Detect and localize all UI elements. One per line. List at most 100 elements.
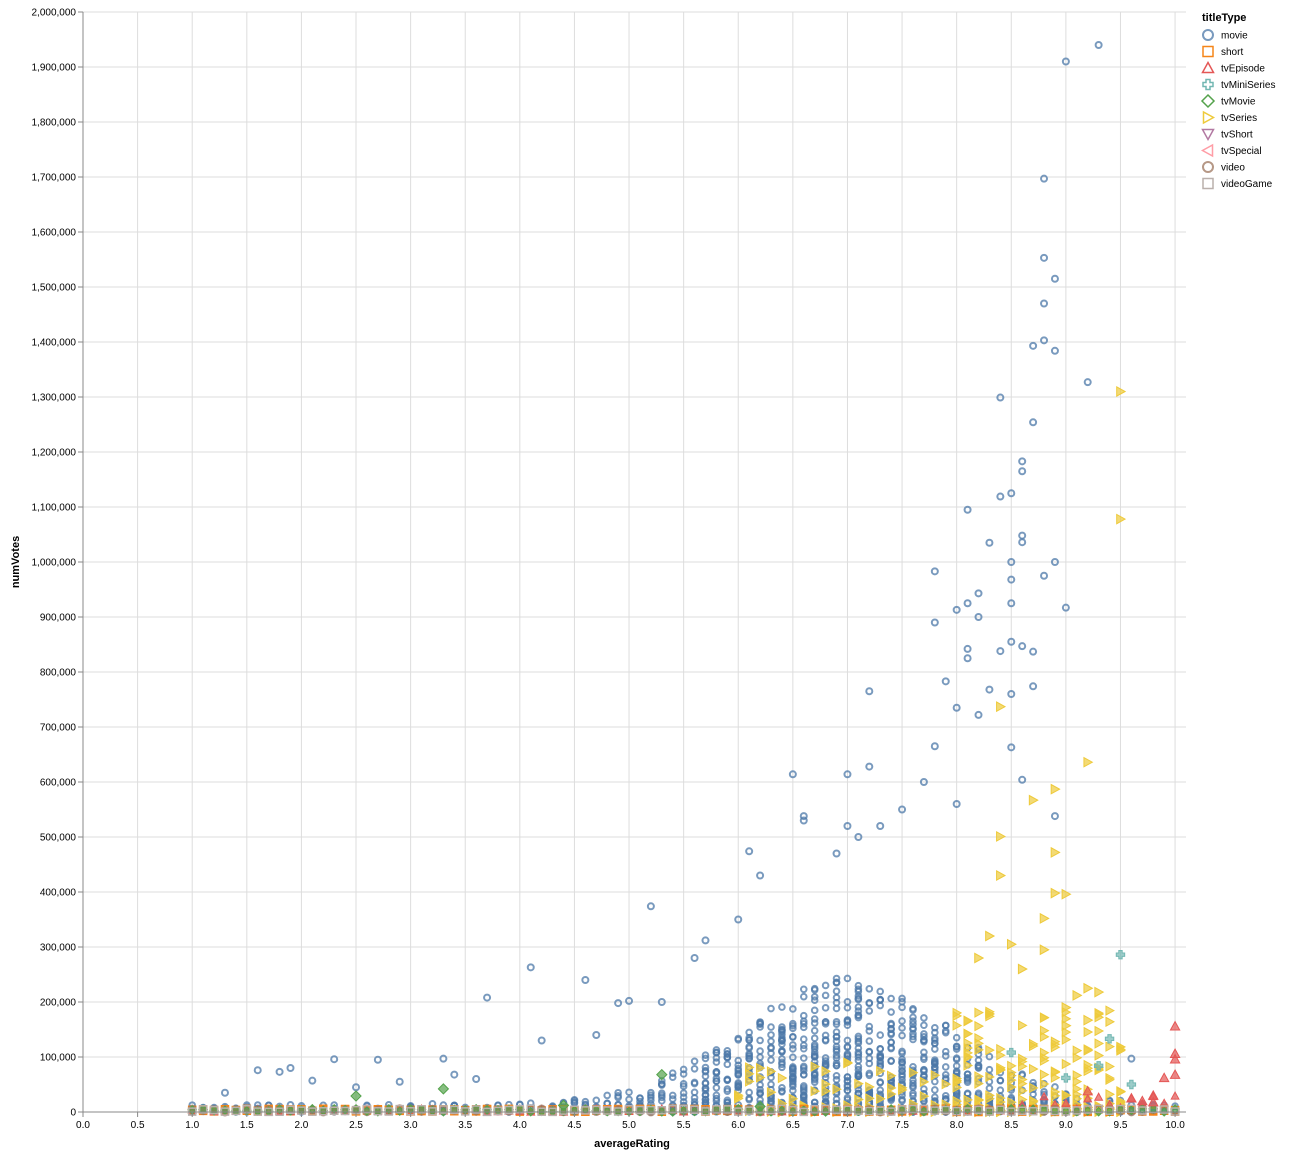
tvminiseries-point: [1104, 1034, 1115, 1044]
movie-point: [963, 1070, 972, 1079]
videogame-point: [908, 1104, 918, 1114]
movie-point: [1061, 57, 1070, 66]
videogame-point: [788, 1105, 798, 1115]
movie-point: [821, 1061, 830, 1069]
movie-point: [941, 1021, 950, 1030]
movie-point: [876, 996, 885, 1004]
tvepisode-point: [1136, 1095, 1148, 1106]
tvseries-point: [755, 1062, 766, 1074]
legend-item-tvspecial[interactable]: tvSpecial: [1200, 143, 1262, 158]
tvseries-point: [1105, 1016, 1115, 1028]
movie-point: [952, 1054, 961, 1062]
videogame-point: [766, 1105, 776, 1115]
movie-point: [1050, 812, 1059, 821]
movie-point: [646, 902, 655, 911]
tvseries-point: [919, 1076, 930, 1088]
movie-point: [920, 1067, 928, 1076]
movie-point: [865, 1022, 874, 1031]
movie-point: [701, 1095, 710, 1104]
movie-point: [712, 1097, 721, 1105]
videogame-point: [450, 1105, 459, 1115]
videogame-point: [712, 1105, 721, 1114]
movie-point: [930, 742, 939, 751]
legend-item-tvminiseries[interactable]: tvMiniSeries: [1202, 78, 1275, 92]
movie-point: [799, 1082, 808, 1090]
tvseries-point: [1105, 1061, 1115, 1072]
videogame-point: [286, 1105, 295, 1115]
tvseries-point: [963, 1037, 974, 1049]
movie-point: [832, 1028, 841, 1036]
x-tick-label: 7.5: [895, 1120, 909, 1131]
y-tick-label: 700,000: [40, 723, 77, 734]
legend-item-tvshort[interactable]: tvShort: [1201, 128, 1253, 142]
movie-point: [876, 1053, 885, 1062]
movie-point: [865, 1027, 874, 1035]
movie-point: [854, 1003, 863, 1011]
movie-point: [865, 985, 874, 993]
legend-label: tvShort: [1221, 130, 1253, 141]
movie-point: [909, 1024, 917, 1032]
legend-symbol-videogame: [1202, 177, 1214, 190]
tvseries-point: [1116, 1086, 1126, 1098]
legend-item-tvseries[interactable]: tvSeries: [1202, 110, 1258, 125]
tvepisode-point: [1158, 1072, 1170, 1083]
movie-point: [701, 936, 710, 945]
movie-point: [898, 1070, 906, 1079]
movie-point: [778, 1087, 786, 1095]
videogame-point: [308, 1107, 317, 1116]
tvepisode-point: [1082, 1085, 1094, 1096]
movie-point: [636, 1094, 644, 1103]
tvseries-point: [974, 1044, 984, 1056]
videogame-point: [832, 1105, 841, 1115]
legend-label: tvSeries: [1221, 113, 1257, 124]
movie-point: [865, 1071, 874, 1080]
legend-symbol-tvseries: [1202, 110, 1216, 125]
movie-point: [1040, 336, 1049, 345]
y-tick-label: 1,300,000: [32, 393, 77, 404]
movie-point: [712, 1046, 721, 1054]
videogame-point: [843, 1105, 852, 1115]
videogame-point: [395, 1104, 404, 1114]
movie-point: [756, 1036, 764, 1045]
movie-point: [439, 1054, 448, 1063]
movie-point: [854, 1085, 863, 1094]
videogame-point: [471, 1105, 481, 1114]
movie-point: [712, 1084, 721, 1092]
tvseries-point: [1039, 912, 1050, 924]
tvseries-point: [788, 1093, 799, 1105]
movie-point: [701, 1072, 710, 1081]
tvseries-point: [974, 1071, 984, 1082]
legend-item-tvepisode[interactable]: tvEpisode: [1201, 60, 1266, 75]
legend-item-tvmovie[interactable]: tvMovie: [1200, 93, 1256, 109]
movie-point: [789, 1045, 797, 1053]
tvseries-point: [952, 1020, 963, 1031]
movie-point: [887, 1024, 895, 1033]
movie-point: [1029, 647, 1038, 656]
y-tick-label: 0: [70, 1108, 76, 1119]
videogame-point: [220, 1107, 230, 1116]
movie-point: [985, 538, 994, 547]
movie-point: [810, 992, 819, 1001]
movie-point: [832, 1054, 841, 1062]
legend-item-video[interactable]: video: [1202, 161, 1245, 174]
movie-point: [679, 1065, 688, 1074]
tvseries-point: [887, 1088, 897, 1100]
legend-item-short[interactable]: short: [1202, 45, 1243, 59]
tvseries-point: [952, 1095, 963, 1107]
tvseries-point: [963, 1015, 974, 1027]
movie-point: [909, 1020, 917, 1029]
legend-item-movie[interactable]: movie: [1202, 29, 1248, 42]
tvseries-point: [996, 1049, 1006, 1061]
y-tick-label: 1,100,000: [32, 503, 77, 514]
tvseries-point: [1061, 888, 1072, 900]
videogame-point: [996, 1105, 1005, 1114]
legend-item-videogame[interactable]: videoGame: [1202, 177, 1273, 191]
movie-point: [843, 1036, 852, 1045]
tvseries-point: [1083, 982, 1094, 994]
movie-point: [1040, 299, 1049, 308]
tvseries-point: [1018, 1061, 1028, 1072]
videogame-point: [810, 1105, 819, 1114]
movie-point: [909, 1013, 917, 1022]
tvseries-point: [1105, 1074, 1115, 1085]
movie-point: [1029, 418, 1038, 427]
